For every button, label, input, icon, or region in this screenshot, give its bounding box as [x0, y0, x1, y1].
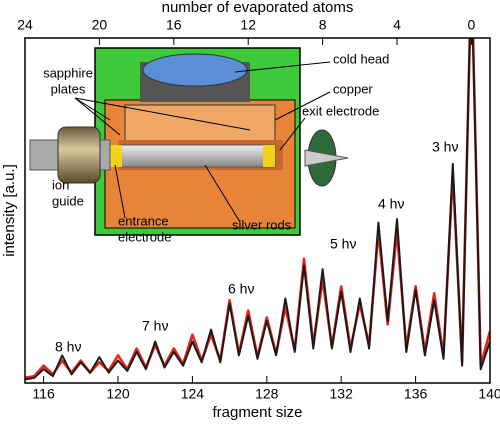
x2-tick-label: 8	[319, 17, 327, 33]
peak-label: 6 hν	[228, 281, 254, 297]
x2-tick-label: 4	[393, 17, 401, 33]
x2-tick-label: 0	[468, 17, 476, 33]
x-tick-label: 120	[106, 386, 130, 402]
inset-diagram	[29, 47, 349, 236]
x-tick-label: 136	[404, 386, 428, 402]
y-axis-title: intensity [a.u.]	[1, 164, 18, 257]
x-tick-label: 116	[32, 386, 55, 402]
peak-label: 5 hν	[330, 236, 356, 252]
peak-label: 7 hν	[142, 318, 168, 334]
x-tick-label: 124	[181, 386, 205, 402]
x2-axis-title: number of evaporated atoms	[162, 0, 354, 16]
annotation: exit electrode	[302, 103, 379, 118]
annotation: entrance	[118, 213, 169, 228]
x2-tick-label: 16	[166, 17, 182, 33]
annotation: sapphire	[43, 65, 93, 80]
annotation: silver rods	[232, 217, 292, 232]
x-axis-title: fragment size	[212, 404, 302, 421]
x-tick-label: 132	[330, 386, 354, 402]
peak-label: 4 hν	[378, 196, 404, 212]
x2-tick-label: 20	[92, 17, 108, 33]
annotation: guide	[52, 193, 84, 208]
x2-tick-label: 12	[240, 17, 256, 33]
x2-tick-label: 24	[17, 17, 33, 33]
annotation: ion	[52, 177, 69, 192]
spectrum-line	[25, 38, 490, 381]
peak-label: 8 hν	[55, 339, 81, 355]
annotation: copper	[333, 81, 373, 96]
frame	[24, 37, 491, 384]
x-tick-label: 128	[255, 386, 279, 402]
annotation: plates	[51, 81, 86, 96]
x-tick-label: 140	[478, 386, 500, 402]
plot-area	[25, 38, 490, 381]
annotation: cold head	[333, 51, 389, 66]
annotation: electrode	[118, 229, 171, 244]
peak-label: 3 hν	[432, 139, 458, 155]
